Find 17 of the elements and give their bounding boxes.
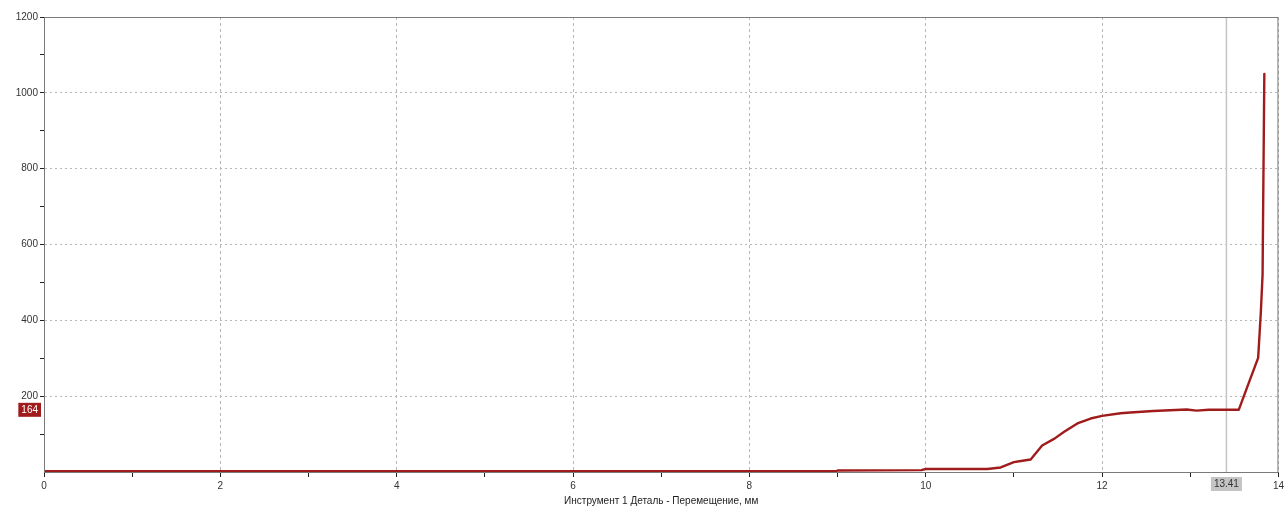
- x-tick-label: 14: [1272, 479, 1285, 491]
- y-tick-label: 200: [21, 389, 39, 401]
- y-tick-label: 1200: [15, 10, 39, 22]
- x-tick-label: 2: [217, 479, 224, 491]
- x-tick-label: 12: [1096, 479, 1109, 491]
- x-tick-label: 6: [570, 479, 577, 491]
- y-tick-label: 800: [21, 162, 39, 174]
- x-tick-label: 10: [920, 479, 932, 491]
- y-tick-label: 600: [21, 238, 39, 250]
- y-tick-label: 400: [21, 314, 39, 326]
- x-tick-label: 0: [41, 479, 48, 491]
- ref-line-label: 13.41: [1213, 478, 1240, 490]
- x-axis-title: Инструмент 1 Деталь - Перемещение, мм: [564, 494, 759, 506]
- x-tick-label: 8: [746, 479, 753, 491]
- y-tick-label: 1000: [15, 86, 39, 98]
- x-tick-label: 4: [393, 479, 400, 491]
- text: 164: [21, 404, 39, 416]
